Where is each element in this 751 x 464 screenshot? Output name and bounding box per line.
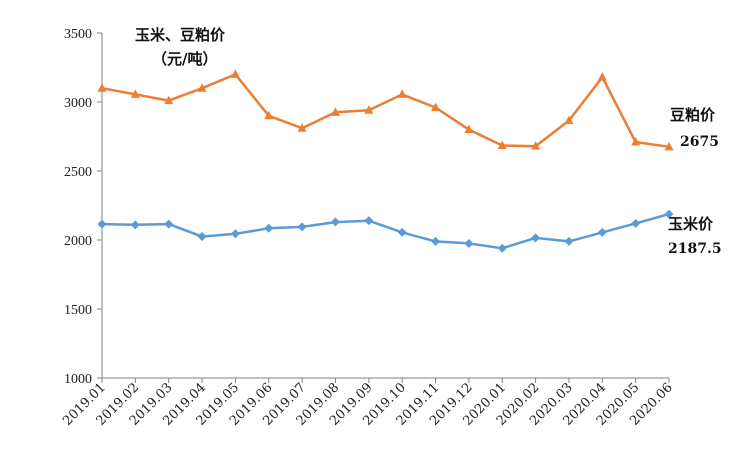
- data-point-soymeal: [431, 102, 441, 112]
- y-tick-label: 3000: [64, 96, 92, 111]
- data-point-soymeal: [130, 89, 140, 98]
- data-point-corn: [597, 227, 607, 237]
- data-point-soymeal: [531, 141, 541, 150]
- data-point-soymeal: [464, 124, 474, 134]
- data-point-corn: [364, 216, 374, 226]
- y-tick-label: 2500: [64, 165, 92, 180]
- data-point-corn: [631, 218, 641, 228]
- data-point-soymeal: [564, 115, 574, 125]
- data-point-corn: [130, 220, 140, 230]
- y-tick-label: 1000: [64, 372, 92, 387]
- series-line-soymeal: [101, 73, 670, 149]
- data-point-soymeal: [631, 137, 641, 146]
- data-point-soymeal: [164, 95, 174, 105]
- data-point-soymeal: [264, 110, 274, 120]
- series-label-soymeal: 豆粕价: [670, 106, 716, 124]
- chart-subtitle: （元/吨）: [152, 50, 217, 68]
- annotations: 玉米、豆粕价 （元/吨） 豆粕价 2675 玉米价 2187.5: [135, 26, 722, 257]
- y-tick-label: 1500: [64, 303, 92, 318]
- data-point-soymeal: [297, 123, 307, 132]
- data-point-corn: [564, 236, 574, 246]
- data-point-corn: [431, 236, 441, 246]
- data-point-corn: [397, 227, 407, 237]
- axes: [101, 33, 669, 379]
- data-point-corn: [230, 229, 240, 239]
- data-point-corn: [664, 209, 674, 219]
- data-point-soymeal: [330, 107, 340, 116]
- data-point-soymeal: [397, 89, 407, 98]
- data-point-corn: [297, 222, 307, 232]
- series-group: [97, 69, 674, 253]
- x-ticks: 2019.012019.022019.032019.042019.052019.…: [60, 378, 676, 429]
- data-point-corn: [164, 219, 174, 229]
- data-point-soymeal: [364, 105, 374, 114]
- series-end-value-soymeal: 2675: [680, 134, 719, 150]
- chart-title: 玉米、豆粕价: [135, 26, 226, 44]
- data-point-soymeal: [664, 141, 674, 151]
- series-line-corn: [101, 212, 670, 250]
- data-point-corn: [97, 219, 107, 229]
- data-point-soymeal: [197, 83, 207, 92]
- data-point-corn: [497, 243, 507, 253]
- data-point-corn: [197, 232, 207, 242]
- data-point-corn: [531, 233, 541, 243]
- data-point-soymeal: [230, 69, 240, 78]
- data-point-corn: [330, 217, 340, 227]
- series-end-value-corn: 2187.5: [668, 241, 722, 257]
- data-point-corn: [264, 223, 274, 233]
- y-tick-label: 3500: [64, 27, 92, 42]
- y-tick-label: 2000: [64, 234, 92, 249]
- y-ticks: 1000 1500 2000 2500 3000 3500: [64, 27, 102, 387]
- data-point-soymeal: [597, 72, 607, 81]
- data-point-corn: [464, 238, 474, 248]
- series-label-corn: 玉米价: [668, 215, 714, 233]
- data-point-soymeal: [97, 83, 107, 92]
- data-point-soymeal: [497, 140, 507, 149]
